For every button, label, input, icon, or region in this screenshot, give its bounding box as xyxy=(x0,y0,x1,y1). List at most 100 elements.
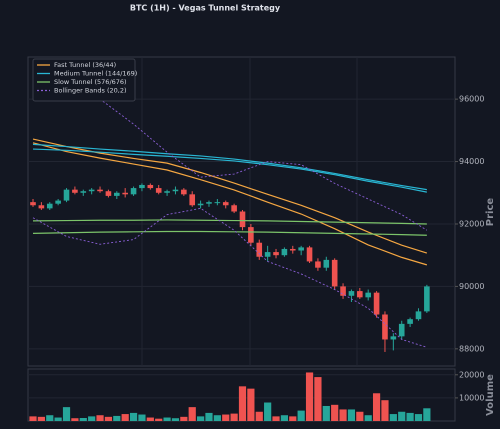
candle-body xyxy=(390,336,397,340)
candle-body xyxy=(97,189,103,192)
volume-bar xyxy=(247,388,255,421)
indicator-line xyxy=(32,143,427,191)
volume-bar xyxy=(88,416,96,421)
volume-bar xyxy=(104,416,113,421)
candle-body xyxy=(424,286,430,312)
candle-body xyxy=(365,292,371,298)
y-tick-label: 90000 xyxy=(459,282,484,291)
candle-body xyxy=(206,202,212,204)
price-frame xyxy=(27,56,456,367)
volume-bar xyxy=(222,414,230,421)
volume-bar xyxy=(264,402,272,421)
candle-body xyxy=(348,291,355,296)
candle-body xyxy=(214,202,221,204)
candle-body xyxy=(298,247,304,251)
indicator-line xyxy=(32,138,428,254)
candle-body xyxy=(80,191,87,193)
candle-body xyxy=(172,189,179,192)
volume-bar xyxy=(255,411,263,421)
volume-bar xyxy=(113,415,121,421)
y-axis-label: Volume xyxy=(485,374,496,416)
volume-bar xyxy=(322,405,330,421)
legend: Fast Tunnel (36/44)Medium Tunnel (144/16… xyxy=(32,58,137,102)
volume-bar xyxy=(163,417,171,421)
volume-bar xyxy=(37,416,45,421)
volume-bar xyxy=(389,414,397,421)
candle-body xyxy=(373,292,380,315)
volume-bar xyxy=(238,386,247,421)
candle-body xyxy=(30,202,36,206)
candle-body xyxy=(264,252,271,257)
candle-body xyxy=(231,205,237,212)
volume-bar xyxy=(197,416,205,421)
candle-body xyxy=(105,191,112,196)
candle-body xyxy=(122,192,128,195)
indicator-line xyxy=(32,142,428,266)
legend-box xyxy=(32,58,136,102)
legend-label: Fast Tunnel (36/44) xyxy=(54,61,116,69)
volume-bar xyxy=(121,414,129,421)
volume-bar xyxy=(171,418,180,421)
volume-bar xyxy=(406,412,414,421)
candle-body xyxy=(248,227,254,243)
volume-bar xyxy=(205,412,213,421)
volume-bar xyxy=(71,418,79,421)
volume-bar xyxy=(289,416,297,421)
volume-bar xyxy=(356,411,364,421)
volume-bar xyxy=(364,415,372,421)
candle-body xyxy=(189,194,196,206)
y-axis-label: Price xyxy=(485,198,496,227)
candle-body xyxy=(55,200,61,204)
volume-bar xyxy=(29,416,37,421)
candle-body xyxy=(164,191,170,193)
candle-body xyxy=(88,189,95,192)
candle-body xyxy=(239,211,246,228)
candle-body xyxy=(38,205,45,209)
candle-body xyxy=(281,248,288,256)
candle-body xyxy=(155,188,162,193)
candle-body xyxy=(315,261,321,268)
legend-label: Medium Tunnel (144/169) xyxy=(54,70,137,78)
volume-bar xyxy=(305,372,314,421)
candle-body xyxy=(331,259,338,287)
volume-bar xyxy=(331,404,339,421)
candle-body xyxy=(139,184,145,189)
volume-bar xyxy=(423,408,431,421)
volume-bar xyxy=(96,415,104,421)
candle-body xyxy=(323,259,330,268)
volume-bar xyxy=(54,417,62,421)
volume-bar xyxy=(272,416,280,421)
volume-bar xyxy=(398,411,406,421)
volume-bar xyxy=(180,416,188,421)
candle-body xyxy=(289,248,296,251)
candle-body xyxy=(114,192,120,196)
volume-bar xyxy=(280,415,288,421)
volume-bar xyxy=(213,415,221,421)
volume-bar xyxy=(146,417,154,421)
chart-title: BTC (1H) - Vegas Tunnel Strategy xyxy=(130,4,281,13)
volume-bar xyxy=(46,415,54,421)
y-tick-label: 92000 xyxy=(459,219,484,228)
candle-body xyxy=(357,291,363,298)
y-tick-label: 96000 xyxy=(459,95,484,104)
volume-bar xyxy=(314,377,322,421)
volume-bar xyxy=(129,412,138,421)
candle-body xyxy=(72,189,78,193)
y-tick-label: 20000 xyxy=(459,370,484,379)
vertical-grid xyxy=(141,57,358,366)
candle-body xyxy=(63,189,70,201)
candle-body xyxy=(382,314,388,340)
volume-bar xyxy=(230,413,238,421)
candle-body xyxy=(407,319,413,324)
volume-bar xyxy=(414,414,423,421)
volume-bar xyxy=(347,409,356,421)
legend-label: Slow Tunnel (576/676) xyxy=(54,78,127,86)
candle-body xyxy=(340,286,346,296)
volume-bar xyxy=(79,417,87,421)
candle-body xyxy=(415,311,422,320)
volume-bar xyxy=(155,418,163,421)
candle-body xyxy=(181,189,187,195)
candle-body xyxy=(46,203,53,209)
